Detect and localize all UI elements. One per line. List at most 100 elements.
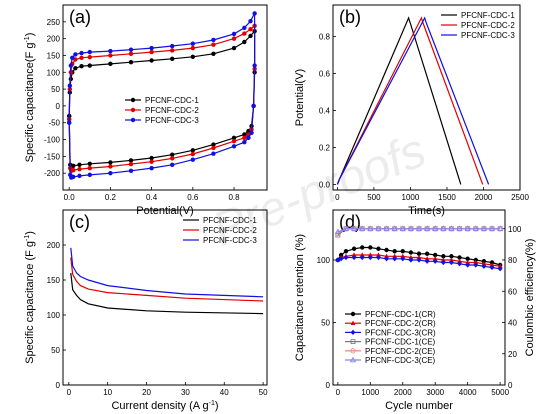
y-axis-label: Specific capacitance (F g-1): [24, 231, 36, 364]
y-tick-label: 50: [51, 85, 60, 94]
y-tick-label: 0.2: [319, 143, 331, 152]
panel-letter: (b): [339, 7, 361, 27]
data-point: [211, 37, 216, 43]
legend-label: PFCNF-CDC-2: [461, 21, 515, 30]
data-point: [367, 225, 374, 231]
data-point: [251, 103, 256, 109]
y-tick-label: -150: [44, 152, 61, 161]
legend-label: PFCNF-CDC-2: [203, 226, 257, 235]
data-point: [440, 257, 446, 262]
data-point: [440, 259, 446, 266]
data-point: [407, 225, 414, 231]
data-point: [242, 39, 247, 45]
data-point: [497, 263, 503, 269]
panel-1: 0.0 0.2 0.4 0.6 0.8 -200 -150 -100 -50 0 50 100 150 2…: [24, 4, 268, 217]
data-point: [211, 151, 216, 156]
data-point: [231, 144, 237, 149]
plot-frame: [332, 4, 521, 191]
y-tick-label: -200: [44, 169, 61, 178]
legend-marker: [350, 329, 356, 335]
y-tick-label: 0.8: [319, 32, 331, 41]
y-right-tick-label: 100: [508, 225, 522, 234]
data-point: [149, 58, 154, 63]
data-point: [242, 31, 247, 36]
data-point: [66, 120, 72, 125]
data-point: [457, 255, 462, 260]
legend-marker: [350, 320, 356, 325]
legend-label: PFCNF-CDC-3(CE): [365, 356, 436, 365]
data-point: [359, 252, 365, 257]
data-point: [400, 253, 406, 259]
data-point: [400, 249, 405, 254]
data-point: [497, 225, 504, 231]
data-point: [384, 247, 389, 253]
legend-label: PFCNF-CDC-1(CR): [365, 310, 436, 319]
data-point: [231, 45, 237, 51]
y-tick-label: 200: [47, 35, 61, 44]
data-point: [242, 140, 247, 145]
panel-letter: (a): [69, 7, 91, 27]
data-point: [441, 254, 446, 259]
data-point: [87, 63, 92, 68]
x-tick-label: 0: [336, 388, 341, 397]
data-point: [87, 49, 92, 55]
x-tick-label: 3000: [426, 388, 444, 397]
x-tick-label: 4000: [459, 388, 477, 397]
data-point: [211, 42, 216, 47]
x-tick-label: 1000: [361, 388, 379, 397]
y-tick-label: 50: [321, 319, 330, 328]
y-tick-label: 200: [47, 241, 61, 250]
data-point: [242, 25, 247, 31]
data-point: [190, 41, 196, 46]
data-point: [170, 156, 175, 161]
data-point: [375, 225, 382, 231]
y-tick-label: 0.4: [319, 106, 331, 115]
panel-4: 0 1000 2000 3000 4000 5000050100020406080100(…: [294, 209, 536, 412]
data-point: [70, 55, 75, 61]
panel-3: 0 10 20 30 40 50 0 50 100 150 200 (c) Current densit…: [24, 209, 268, 412]
data-point: [464, 225, 471, 231]
plot-frame: [332, 209, 506, 386]
data-point: [73, 52, 78, 57]
y-axis-label: Potential(V): [294, 69, 306, 126]
data-point: [480, 225, 487, 231]
series-line: [70, 257, 264, 302]
y-tick-label: 50: [51, 346, 60, 355]
data-point: [351, 246, 357, 251]
y-tick-label: 150: [47, 276, 61, 285]
y-tick-label: 150: [47, 51, 61, 60]
data-point: [384, 253, 389, 259]
data-point: [87, 54, 92, 60]
x-axis-label: Current density (A g-1): [111, 400, 218, 412]
series-line: [337, 256, 501, 270]
data-point: [246, 135, 251, 141]
data-point: [473, 259, 479, 265]
y-tick-label: -100: [44, 136, 61, 145]
data-point: [343, 254, 349, 261]
panels: 0.0 0.2 0.4 0.6 0.8-200-150-100-500501001502…: [24, 4, 536, 412]
data-point: [108, 53, 113, 58]
data-point: [248, 18, 253, 24]
data-point: [231, 36, 237, 41]
x-tick-label: 500: [367, 193, 381, 202]
data-point: [432, 258, 438, 264]
series-2: [70, 257, 264, 302]
data-point: [408, 254, 414, 260]
data-point: [465, 259, 471, 265]
legend-label: PFCNF-CDC-2(CR): [365, 319, 436, 328]
data-point: [392, 249, 397, 254]
data-point: [456, 225, 463, 231]
y-tick-label: 0.6: [319, 69, 331, 78]
y-axis-label: Capacitance retention (%): [294, 234, 306, 361]
data-point: [376, 254, 381, 261]
data-point: [497, 266, 503, 272]
data-point: [128, 59, 134, 65]
x-tick-label: 10: [103, 388, 112, 397]
legend-label: PFCNF-CDC-1: [145, 96, 199, 105]
data-point: [67, 83, 73, 88]
data-point: [408, 250, 414, 255]
data-point: [149, 45, 154, 51]
legend-marker: [130, 107, 136, 113]
data-point: [190, 148, 196, 153]
y-right-tick-label: 20: [508, 350, 517, 359]
